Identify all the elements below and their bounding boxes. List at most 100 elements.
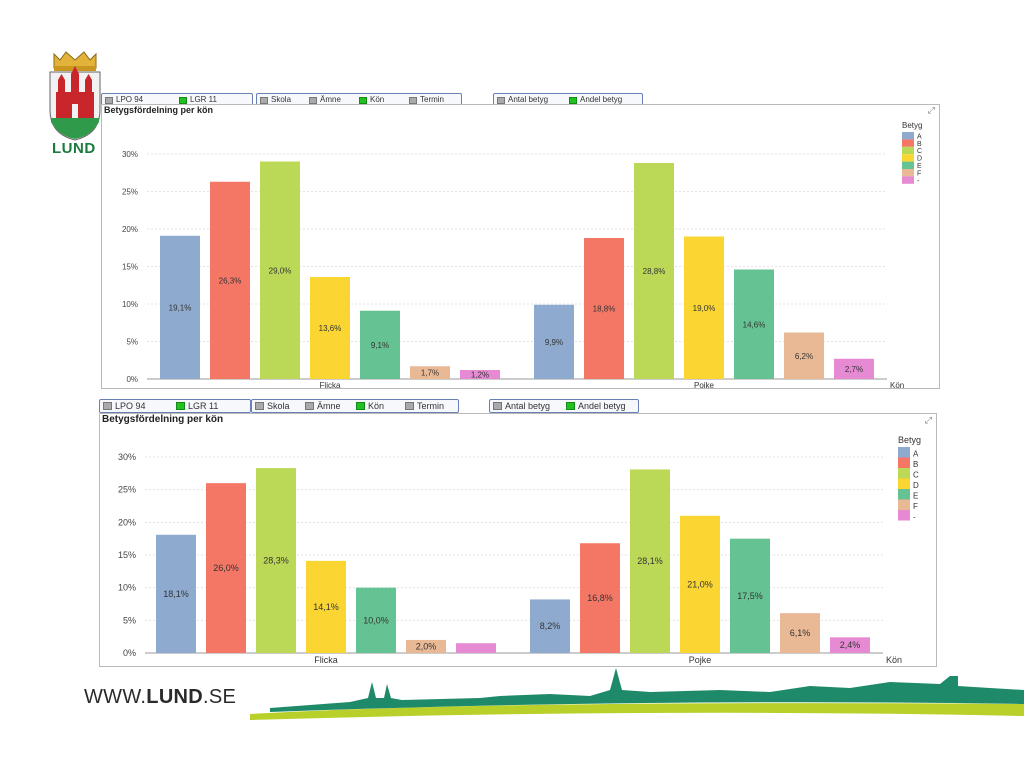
chart2-legend-label: -	[913, 513, 916, 522]
chart2-button-lgr11[interactable]: LGR 11	[176, 401, 218, 411]
chart2-legend-label: B	[913, 460, 918, 469]
chart2-skola-label: Skola	[267, 401, 290, 411]
chart1-y-tick-label: 10%	[122, 300, 138, 309]
chart1-bar-pojke-e	[734, 269, 774, 379]
chart2-legend-swatch	[898, 468, 910, 479]
chart1-andel-label: Andel betyg	[580, 95, 623, 104]
chart2-y-tick-label: 20%	[118, 517, 136, 527]
lund-coat-of-arms-icon	[46, 50, 104, 160]
website-url[interactable]: WWW.LUND.SE	[84, 686, 236, 709]
chart2-button-amne[interactable]: Ämne	[305, 401, 341, 411]
chart1-data-label: 19,0%	[693, 304, 716, 313]
chart2-category-label: Pojke	[689, 655, 712, 665]
chart2-legend-swatch	[898, 447, 910, 458]
chart2-y-tick-label: 25%	[118, 485, 136, 495]
chart1-antal-label: Antal betyg	[508, 95, 549, 104]
chart1-data-label: 28,8%	[643, 267, 666, 276]
chart2-legend-label: E	[913, 492, 918, 501]
chart2-data-label: 16,8%	[587, 593, 613, 603]
chart2-antal-label: Antal betyg	[505, 401, 551, 411]
chart1-bar-flicka-d	[310, 277, 350, 379]
chart1-legend-swatch	[902, 132, 914, 140]
chart1-bar-pojke-c	[634, 163, 674, 379]
chart2-button-skola[interactable]: Skola	[255, 401, 290, 411]
chart2-bar-pojke-c	[630, 469, 670, 653]
chart2-lpo94-indicator-icon	[103, 402, 112, 410]
chart1-button-termin[interactable]: Termin	[409, 95, 444, 105]
chart1-data-label: 9,9%	[545, 338, 563, 347]
chart1-button-skola[interactable]: Skola	[260, 95, 291, 105]
chart2-amne-label: Ämne	[317, 401, 341, 411]
chart1-legend-swatch	[902, 161, 914, 169]
chart1-y-tick-label: 15%	[122, 263, 138, 272]
chart1-category-label: Flicka	[320, 381, 341, 388]
chart1-legend-label: -	[917, 178, 920, 185]
chart1-button-lgr11[interactable]: LGR 11	[179, 95, 217, 105]
chart1-kon-label: Kön	[370, 95, 385, 104]
chart1-plot: 0% 5% 10% 15% 20% 25% 30% 19,1% 26,3% 29,0% 13,6% 9…	[122, 121, 922, 388]
chart1-andel-indicator-icon	[569, 96, 577, 104]
chart2-expand-icon[interactable]: ⤢	[924, 415, 932, 425]
chart2-lgr11-label: LGR 11	[188, 401, 219, 411]
chart2-button-andel-betyg[interactable]: Andel betyg	[566, 401, 626, 411]
chart2-toolbar-group-curriculum: LPO 94 LGR 11	[99, 399, 251, 413]
chart2-kon-label: Kön	[368, 401, 385, 411]
chart1-expand-icon[interactable]: ⤢	[927, 105, 935, 115]
chart2-title: Betygsfördelning per kön	[102, 414, 224, 425]
chart2-data-label: 28,1%	[637, 556, 663, 566]
chart2-button-kon[interactable]: Kön	[356, 401, 384, 411]
chart1-skola-label: Skola	[271, 95, 292, 104]
chart2-y-tick-label: 0%	[123, 648, 136, 658]
chart2-kon-indicator-icon	[356, 402, 365, 410]
chart2-andel-indicator-icon	[566, 402, 575, 410]
chart2-button-lpo94[interactable]: LPO 94	[103, 401, 146, 411]
chart2-bar-pojke-f	[780, 613, 820, 653]
chart2-data-label: 2,0%	[416, 641, 437, 651]
chart1-button-lpo94[interactable]: LPO 94	[105, 95, 143, 105]
chart1-legend-swatch	[902, 169, 914, 177]
chart1-bar-flicka-b	[210, 181, 250, 379]
chart1-data-label: 26,3%	[219, 276, 242, 285]
chart2-legend-label: A	[913, 450, 919, 459]
chart2-button-antal-betyg[interactable]: Antal betyg	[493, 401, 550, 411]
chart2-category-label: Flicka	[314, 655, 338, 665]
url-bold: LUND	[146, 686, 204, 708]
chart1-button-andel-betyg[interactable]: Andel betyg	[569, 95, 622, 105]
chart1-toolbar-group-measure: Antal betyg Andel betyg	[493, 93, 643, 107]
chart1-legend-swatch	[902, 176, 914, 184]
lund-skyline-graphic	[250, 668, 1024, 720]
chart1-y-tick-label: 30%	[122, 150, 138, 159]
chart1-skola-indicator-icon	[260, 96, 268, 104]
chart1-legend-swatch	[902, 139, 914, 147]
chart2-legend-title: Betyg	[898, 435, 921, 445]
url-suffix: .SE	[203, 686, 237, 708]
chart1-bar-flicka-e	[360, 310, 400, 379]
chart1-data-label: 1,2%	[471, 371, 489, 380]
chart2-bar-flicka-e	[356, 587, 396, 653]
chart2-data-label: 18,1%	[163, 589, 189, 599]
chart1-legend-label: B	[917, 141, 922, 148]
chart2-legend-label: D	[913, 481, 919, 490]
chart1-bar-pojke-b	[584, 238, 624, 379]
chart1-bar-flicka-f	[410, 366, 450, 379]
chart1-lgr11-indicator-icon	[179, 96, 187, 104]
chart2-bar-pojke-e	[730, 538, 770, 653]
chart1-button-amne[interactable]: Ämne	[309, 95, 341, 105]
chart2-button-termin[interactable]: Termin	[405, 401, 444, 411]
chart2-lpo94-label: LPO 94	[115, 401, 146, 411]
chart2-legend-swatch	[898, 457, 910, 468]
chart2-y-tick-label: 5%	[123, 615, 136, 625]
chart1-bar-flicka-a	[160, 235, 200, 379]
chart2-y-tick-label: 15%	[118, 550, 136, 560]
chart1-y-tick-label: 25%	[122, 188, 138, 197]
chart1-legend-title: Betyg	[902, 121, 922, 130]
chart2-data-label: 21,0%	[687, 579, 713, 589]
chart1-legend-label: D	[917, 156, 922, 163]
url-prefix: WWW.	[84, 686, 147, 708]
chart1-button-kon[interactable]: Kön	[359, 95, 384, 105]
chart2-legend-swatch	[898, 499, 910, 510]
chart1-button-antal-betyg[interactable]: Antal betyg	[497, 95, 548, 105]
chart2-termin-label: Termin	[417, 401, 445, 411]
chart1-lpo94-label: LPO 94	[116, 95, 144, 104]
chart1-legend-label: A	[917, 133, 922, 140]
